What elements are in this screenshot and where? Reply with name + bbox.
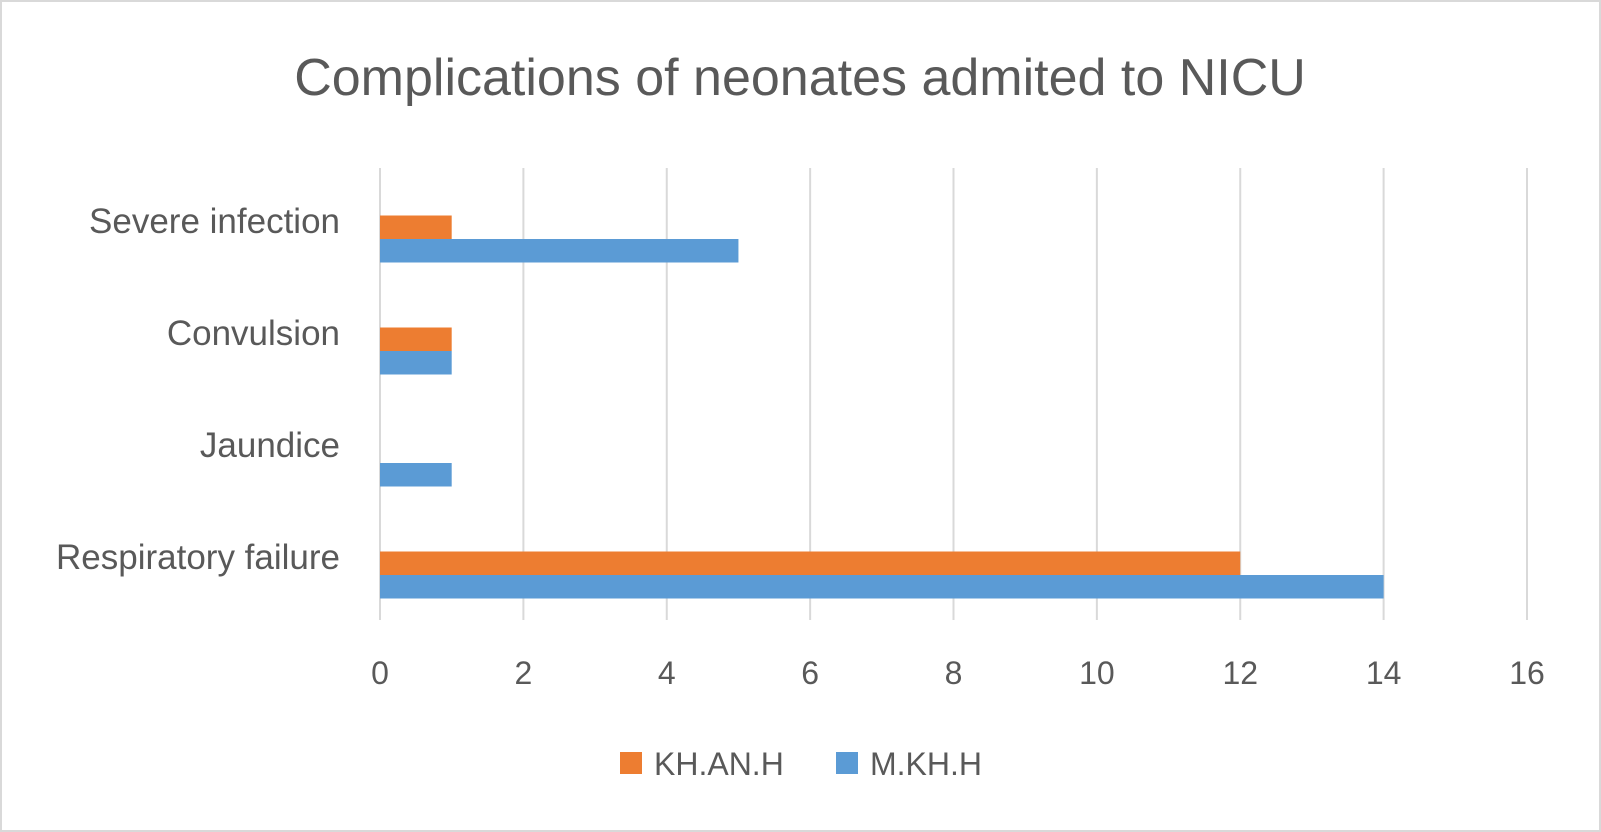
x-tick-labels: 0 2 4 6 8 10 12 14 16 <box>371 655 1545 691</box>
legend-label: KH.AN.H <box>654 746 784 782</box>
x-tick-label: 14 <box>1366 655 1402 691</box>
bar-kh-an-h-convulsion <box>380 327 452 351</box>
legend-swatch <box>620 752 642 774</box>
category-label: Respiratory failure <box>56 538 340 577</box>
category-label: Jaundice <box>200 426 340 465</box>
bars <box>380 215 1384 599</box>
category-labels: Severe infection Convulsion Jaundice Respir… <box>56 202 340 577</box>
bar-m-kh-h-jaundice <box>380 463 452 487</box>
x-tick-label: 4 <box>658 655 676 691</box>
legend: KH.AN.H M.KH.H <box>620 746 982 782</box>
chart-title: Complications of neonates admited to NIC… <box>294 49 1306 107</box>
x-tick-label: 6 <box>801 655 819 691</box>
x-tick-label: 0 <box>371 655 389 691</box>
x-tick-label: 8 <box>945 655 963 691</box>
legend-swatch <box>836 752 858 774</box>
bar-kh-an-h-respiratory-failure <box>380 551 1241 575</box>
x-tick-label: 16 <box>1509 655 1545 691</box>
bar-kh-an-h-severe-infection <box>380 215 452 239</box>
bar-m-kh-h-severe-infection <box>380 239 739 263</box>
category-label: Convulsion <box>167 314 340 353</box>
category-label: Severe infection <box>89 202 340 241</box>
bar-m-kh-h-convulsion <box>380 351 452 375</box>
x-tick-label: 12 <box>1222 655 1258 691</box>
bar-m-kh-h-respiratory-failure <box>380 575 1384 599</box>
x-tick-label: 2 <box>514 655 532 691</box>
x-tick-label: 10 <box>1079 655 1115 691</box>
legend-label: M.KH.H <box>870 746 982 782</box>
